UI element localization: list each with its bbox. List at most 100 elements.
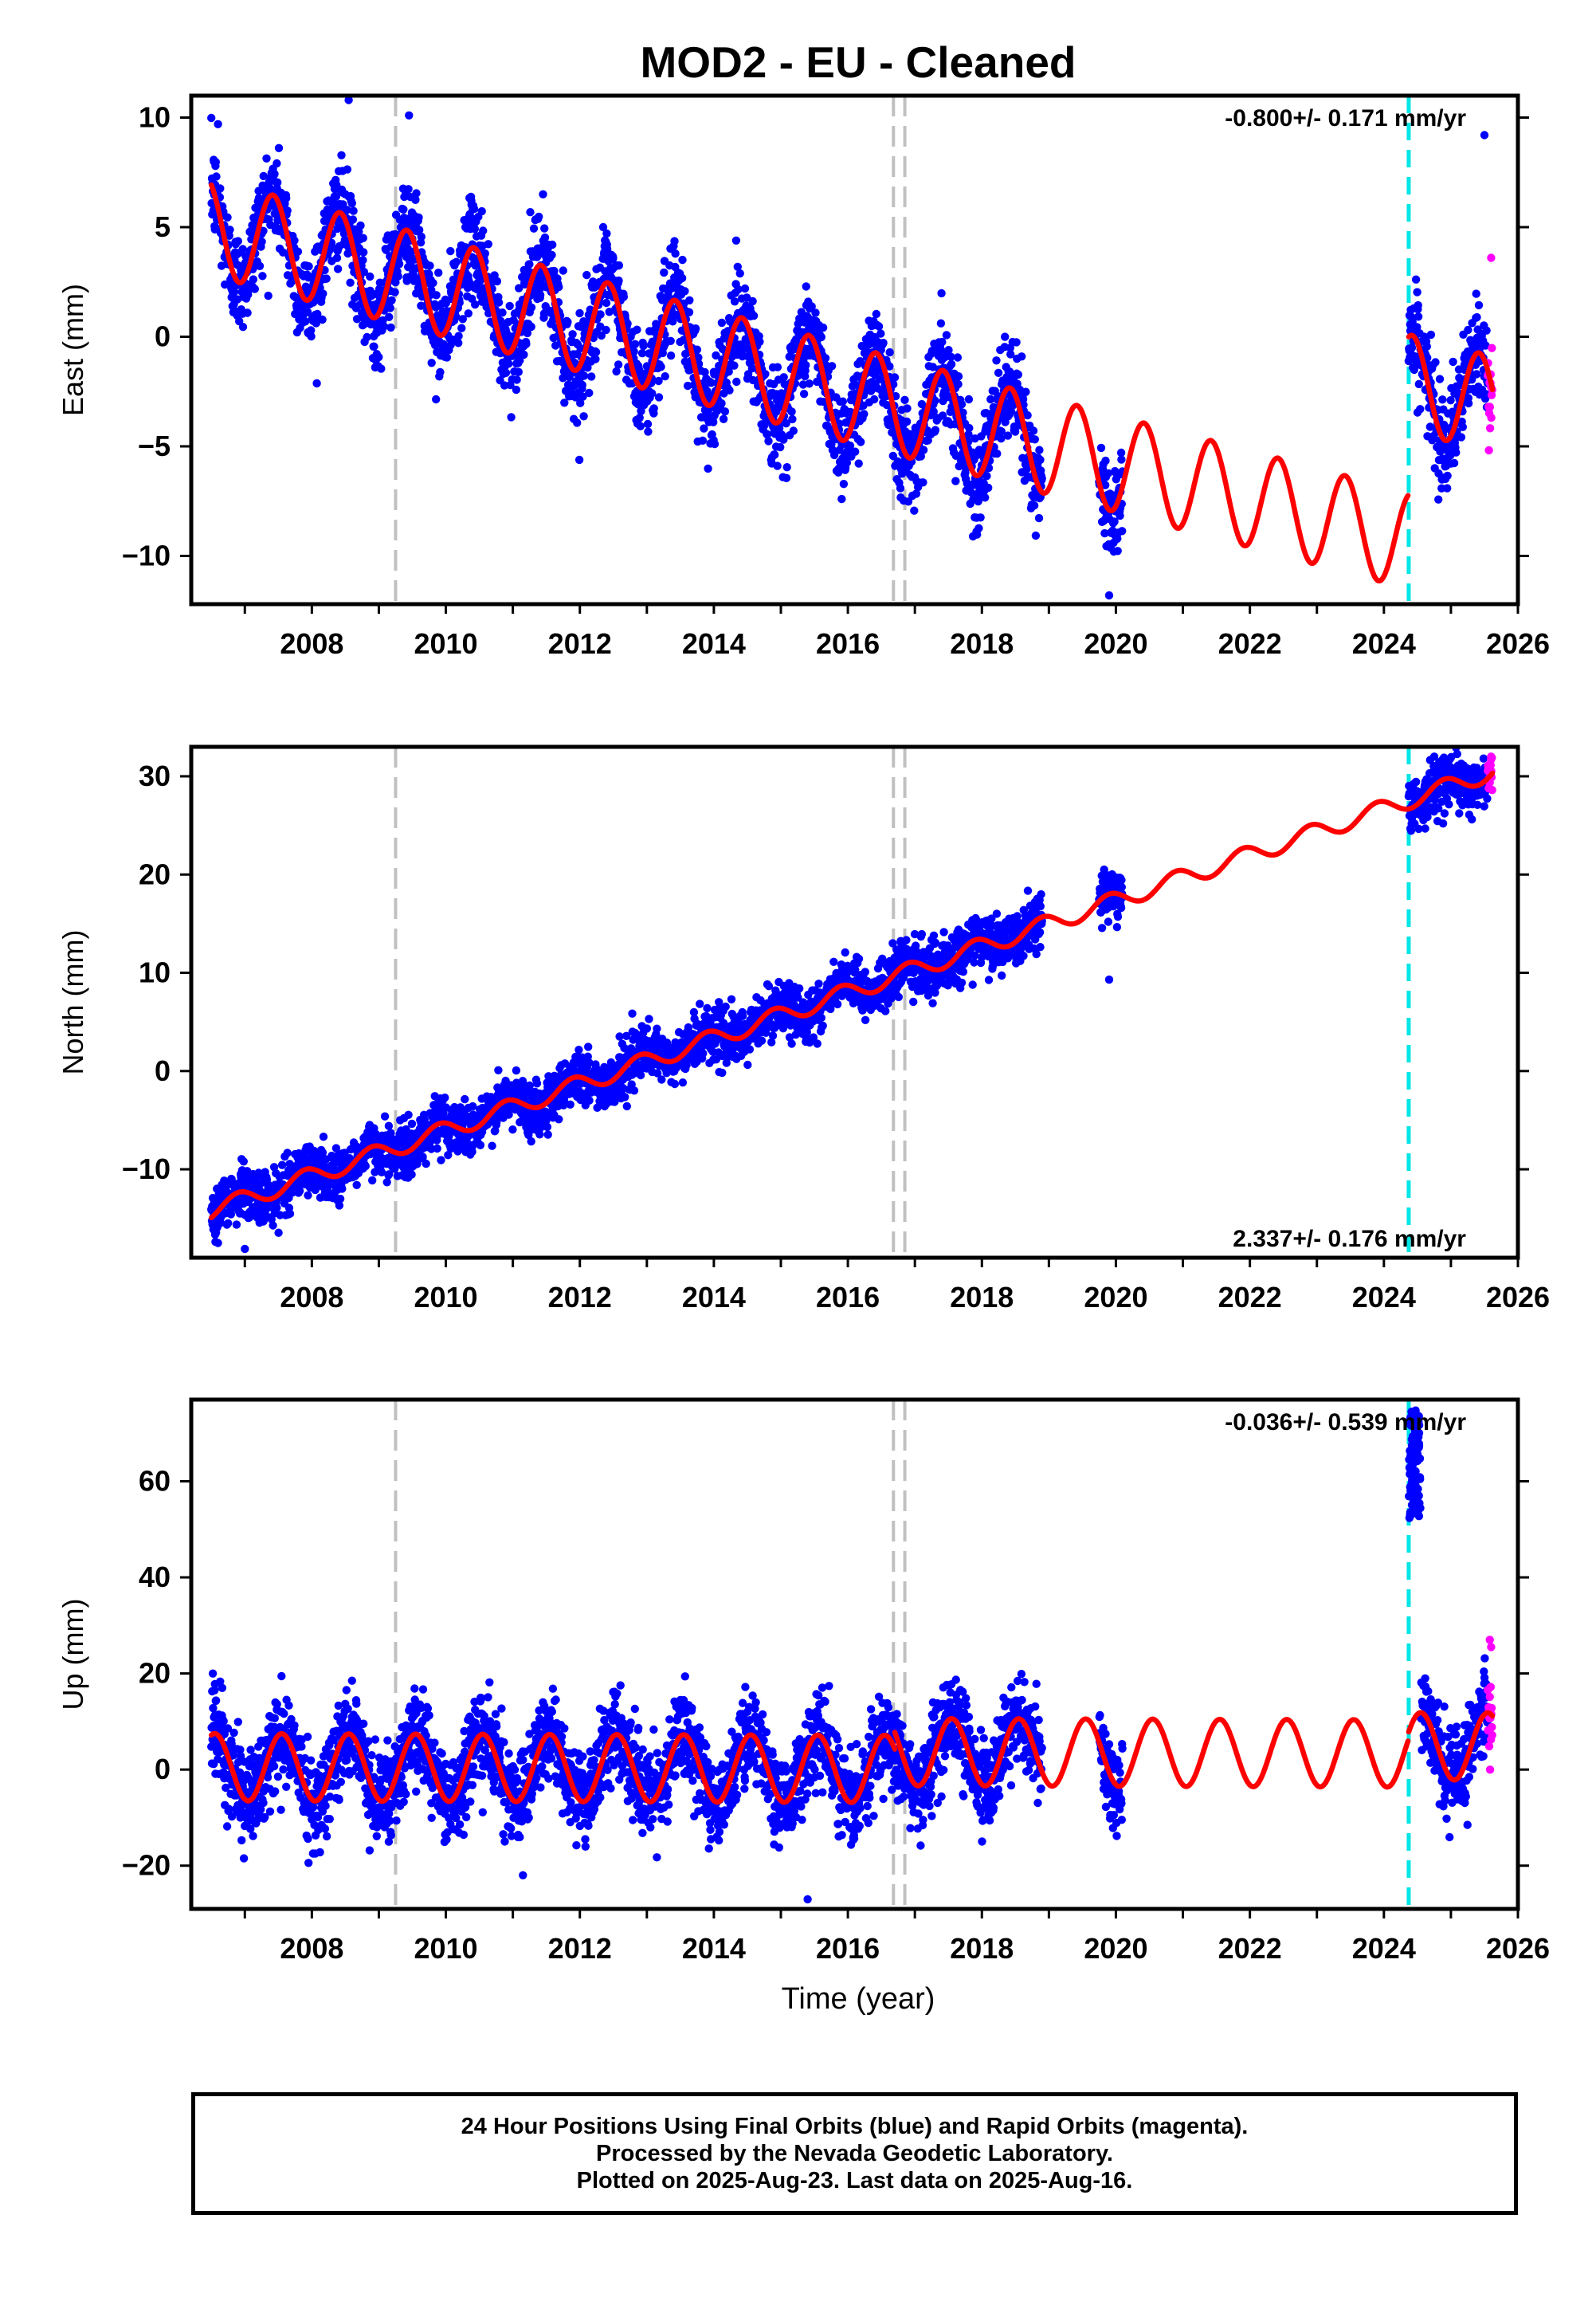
east-final-orbit-point bbox=[1474, 300, 1484, 310]
east-final-orbit-point bbox=[1457, 433, 1466, 442]
north-final-orbit-point bbox=[274, 1228, 283, 1237]
east-final-orbit-point bbox=[712, 351, 720, 360]
east-final-orbit-point bbox=[404, 185, 413, 194]
east-final-orbit-point bbox=[363, 332, 371, 342]
east-final-orbit-point bbox=[446, 246, 455, 256]
east-final-orbit-point bbox=[1014, 370, 1023, 379]
east-final-orbit-point bbox=[535, 290, 545, 300]
north-final-orbit-point bbox=[645, 1015, 653, 1023]
north-data-points bbox=[207, 747, 1496, 1254]
east-final-orbit-point bbox=[412, 189, 421, 198]
east-final-orbit-point bbox=[782, 463, 791, 472]
east-final-orbit-point bbox=[301, 317, 310, 326]
north-final-orbit-point bbox=[433, 1144, 441, 1153]
north-final-orbit-point bbox=[269, 1221, 277, 1230]
east-final-orbit-point bbox=[492, 277, 502, 286]
east-final-orbit-point bbox=[484, 240, 492, 249]
east-final-orbit-point bbox=[332, 253, 342, 262]
east-outlier-point bbox=[1487, 253, 1496, 262]
east-final-orbit-point bbox=[698, 436, 708, 445]
east-final-orbit-point bbox=[954, 379, 963, 389]
east-final-orbit-point bbox=[259, 226, 268, 235]
east-x-tick-label: 2018 bbox=[950, 627, 1014, 660]
east-final-orbit-point bbox=[283, 206, 292, 215]
east-final-orbit-point bbox=[500, 381, 509, 390]
north-final-orbit-point bbox=[407, 1119, 417, 1129]
east-final-orbit-point bbox=[579, 412, 588, 421]
east-final-orbit-point bbox=[520, 280, 529, 289]
east-final-orbit-point bbox=[477, 206, 486, 216]
east-final-orbit-point bbox=[1001, 332, 1010, 341]
east-final-orbit-point bbox=[725, 386, 734, 395]
east-final-orbit-point bbox=[427, 285, 436, 295]
north-final-orbit-point bbox=[404, 1110, 413, 1120]
east-final-orbit-point bbox=[854, 459, 863, 468]
east-final-orbit-point bbox=[293, 247, 303, 256]
east-final-orbit-point bbox=[685, 296, 694, 304]
east-final-orbit-point bbox=[788, 414, 797, 424]
east-final-orbit-point bbox=[516, 356, 524, 365]
north-final-orbit-point bbox=[535, 1130, 544, 1139]
east-final-orbit-point bbox=[427, 359, 436, 367]
east-final-orbit-point bbox=[441, 299, 450, 308]
north-final-orbit-point bbox=[657, 1075, 666, 1084]
east-final-orbit-point bbox=[1434, 495, 1443, 504]
east-y-tick-label: 10 bbox=[139, 101, 171, 134]
east-final-orbit-point bbox=[1113, 547, 1122, 556]
east-final-orbit-point bbox=[587, 372, 596, 381]
east-final-orbit-point bbox=[1435, 375, 1445, 383]
east-data-points bbox=[207, 96, 1496, 600]
east-final-orbit-point bbox=[436, 367, 445, 377]
east-final-orbit-point bbox=[876, 329, 885, 338]
east-final-orbit-point bbox=[666, 351, 676, 360]
east-final-orbit-point bbox=[717, 399, 726, 408]
east-final-orbit-point bbox=[827, 362, 837, 371]
east-final-orbit-point bbox=[379, 322, 389, 331]
east-final-orbit-point bbox=[563, 317, 572, 327]
east-rapid-orbit-point bbox=[1487, 413, 1496, 422]
north-final-orbit-point bbox=[283, 1149, 292, 1157]
east-final-orbit-point bbox=[399, 205, 408, 214]
east-final-orbit-point bbox=[229, 288, 239, 296]
north-final-orbit-point bbox=[555, 1115, 563, 1124]
east-final-orbit-point bbox=[811, 308, 820, 317]
east-final-orbit-point bbox=[290, 236, 299, 245]
east-final-orbit-point bbox=[870, 395, 879, 404]
east-final-orbit-point bbox=[303, 308, 312, 316]
east-final-orbit-point bbox=[1431, 358, 1440, 367]
east-final-orbit-point bbox=[1018, 352, 1026, 361]
east-final-orbit-point bbox=[223, 213, 232, 222]
east-final-orbit-point bbox=[576, 399, 585, 407]
east-final-orbit-point bbox=[385, 312, 394, 321]
east-final-orbit-point bbox=[262, 154, 271, 163]
east-final-orbit-point bbox=[879, 339, 888, 348]
east-final-orbit-point bbox=[374, 352, 383, 362]
east-final-orbit-point bbox=[614, 360, 623, 369]
east-final-orbit-point bbox=[452, 257, 461, 266]
east-final-orbit-point bbox=[259, 171, 268, 181]
east-final-orbit-point bbox=[255, 261, 265, 270]
east-final-orbit-point bbox=[773, 363, 782, 371]
east-final-orbit-point bbox=[733, 262, 742, 271]
east-final-orbit-point bbox=[526, 208, 535, 217]
east-final-orbit-point bbox=[273, 159, 281, 168]
east-final-orbit-point bbox=[732, 377, 741, 387]
east-final-orbit-point bbox=[1452, 448, 1461, 457]
east-final-orbit-point bbox=[1029, 426, 1038, 435]
east-final-orbit-point bbox=[953, 353, 963, 362]
east-x-tick-label: 2026 bbox=[1486, 627, 1550, 660]
east-final-orbit-point bbox=[356, 221, 365, 230]
east-final-orbit-point bbox=[633, 325, 641, 334]
north-final-orbit-point bbox=[285, 1209, 295, 1218]
east-outlier-point bbox=[1485, 403, 1494, 411]
east-final-orbit-point bbox=[540, 233, 550, 242]
north-final-orbit-point bbox=[699, 1049, 708, 1058]
east-final-orbit-point bbox=[523, 328, 532, 338]
east-final-orbit-point bbox=[802, 282, 810, 291]
east-final-orbit-point bbox=[872, 309, 881, 319]
east-final-orbit-point bbox=[417, 232, 425, 242]
north-final-orbit-point bbox=[273, 1204, 281, 1212]
east-final-orbit-point bbox=[602, 325, 610, 335]
